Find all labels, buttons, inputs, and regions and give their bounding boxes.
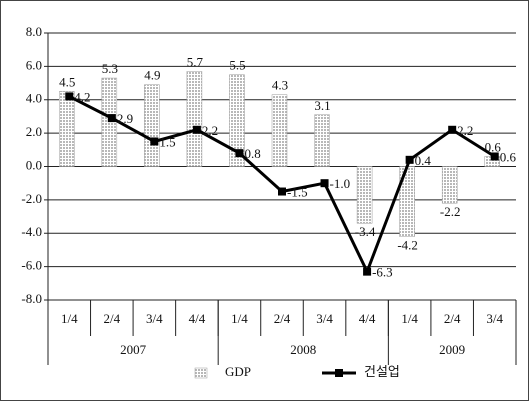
line-marker	[150, 137, 159, 146]
bar-value-label: 3.1	[314, 98, 330, 113]
legend-label: GDP	[225, 364, 251, 379]
x-tick-label: 2/4	[104, 311, 121, 326]
legend-swatch	[335, 369, 343, 377]
legend-swatch	[194, 367, 208, 379]
line-value-label: 2.2	[457, 123, 473, 138]
line-marker	[448, 125, 457, 134]
line-value-label: -1.5	[287, 185, 308, 200]
x-tick-label: 3/4	[146, 311, 163, 326]
bar	[101, 77, 118, 167]
y-tick-label: -2.0	[21, 191, 42, 206]
x-tick-label: 4/4	[359, 311, 376, 326]
line-value-label: 0.8	[244, 146, 260, 161]
bar-value-label: -2.2	[440, 204, 461, 219]
bar-value-label: 5.7	[187, 54, 204, 69]
y-tick-label: 0.0	[26, 157, 42, 172]
y-tick-label: -8.0	[21, 291, 42, 306]
bar	[186, 71, 203, 167]
y-tick-label: 8.0	[26, 24, 42, 39]
bar	[441, 166, 458, 204]
x-tick-label: 1/4	[61, 311, 78, 326]
line-value-label: 0.6	[500, 149, 517, 164]
line-value-label: 0.4	[415, 153, 432, 168]
line-value-label: -1.0	[330, 176, 351, 191]
y-tick-label: 4.0	[26, 91, 42, 106]
bar	[59, 91, 75, 167]
bar	[314, 114, 330, 167]
bar	[356, 166, 373, 224]
x-tick-label: 1/4	[401, 311, 418, 326]
group-label: 2009	[439, 342, 465, 357]
group-label: 2008	[290, 342, 316, 357]
y-tick-label: -6.0	[21, 258, 42, 273]
line-marker	[278, 187, 286, 196]
x-tick-label: 3/4	[316, 311, 333, 326]
x-tick-label: 2/4	[444, 311, 461, 326]
bar-value-label: 4.9	[144, 68, 160, 83]
bar-value-label: 4.5	[59, 74, 75, 89]
y-tick-label: -4.0	[21, 224, 42, 239]
line-marker	[363, 267, 372, 276]
x-tick-label: 1/4	[231, 311, 248, 326]
line-marker	[192, 125, 201, 134]
bar-value-label: 5.5	[229, 58, 245, 73]
x-tick-label: 2/4	[274, 311, 291, 326]
line-marker	[107, 114, 116, 123]
line-value-label: 2.9	[117, 111, 133, 126]
line-marker	[405, 155, 414, 164]
line-value-label: 1.5	[159, 134, 175, 149]
x-tick-label: 3/4	[486, 311, 503, 326]
line-value-label: 2.2	[202, 123, 218, 138]
bar-value-label: 0.6	[485, 139, 502, 154]
y-tick-label: 6.0	[26, 57, 42, 72]
bar-value-label: 5.3	[102, 61, 118, 76]
line-marker	[235, 149, 244, 158]
group-label: 2007	[120, 342, 147, 357]
bar	[229, 74, 245, 167]
y-tick-label: 2.0	[26, 124, 42, 139]
legend-label: 건설업	[364, 364, 400, 379]
x-tick-label: 4/4	[189, 311, 206, 326]
line-marker	[65, 92, 74, 101]
line-value-label: -6.3	[372, 265, 393, 280]
bar-value-label: -3.4	[355, 224, 376, 239]
line-value-label: 4.2	[74, 89, 90, 104]
line-marker	[490, 152, 499, 161]
bar-value-label: -4.2	[397, 238, 418, 253]
bar	[271, 94, 288, 167]
bar-value-label: 4.3	[272, 78, 288, 93]
line-marker	[320, 179, 329, 188]
bar	[144, 84, 160, 167]
